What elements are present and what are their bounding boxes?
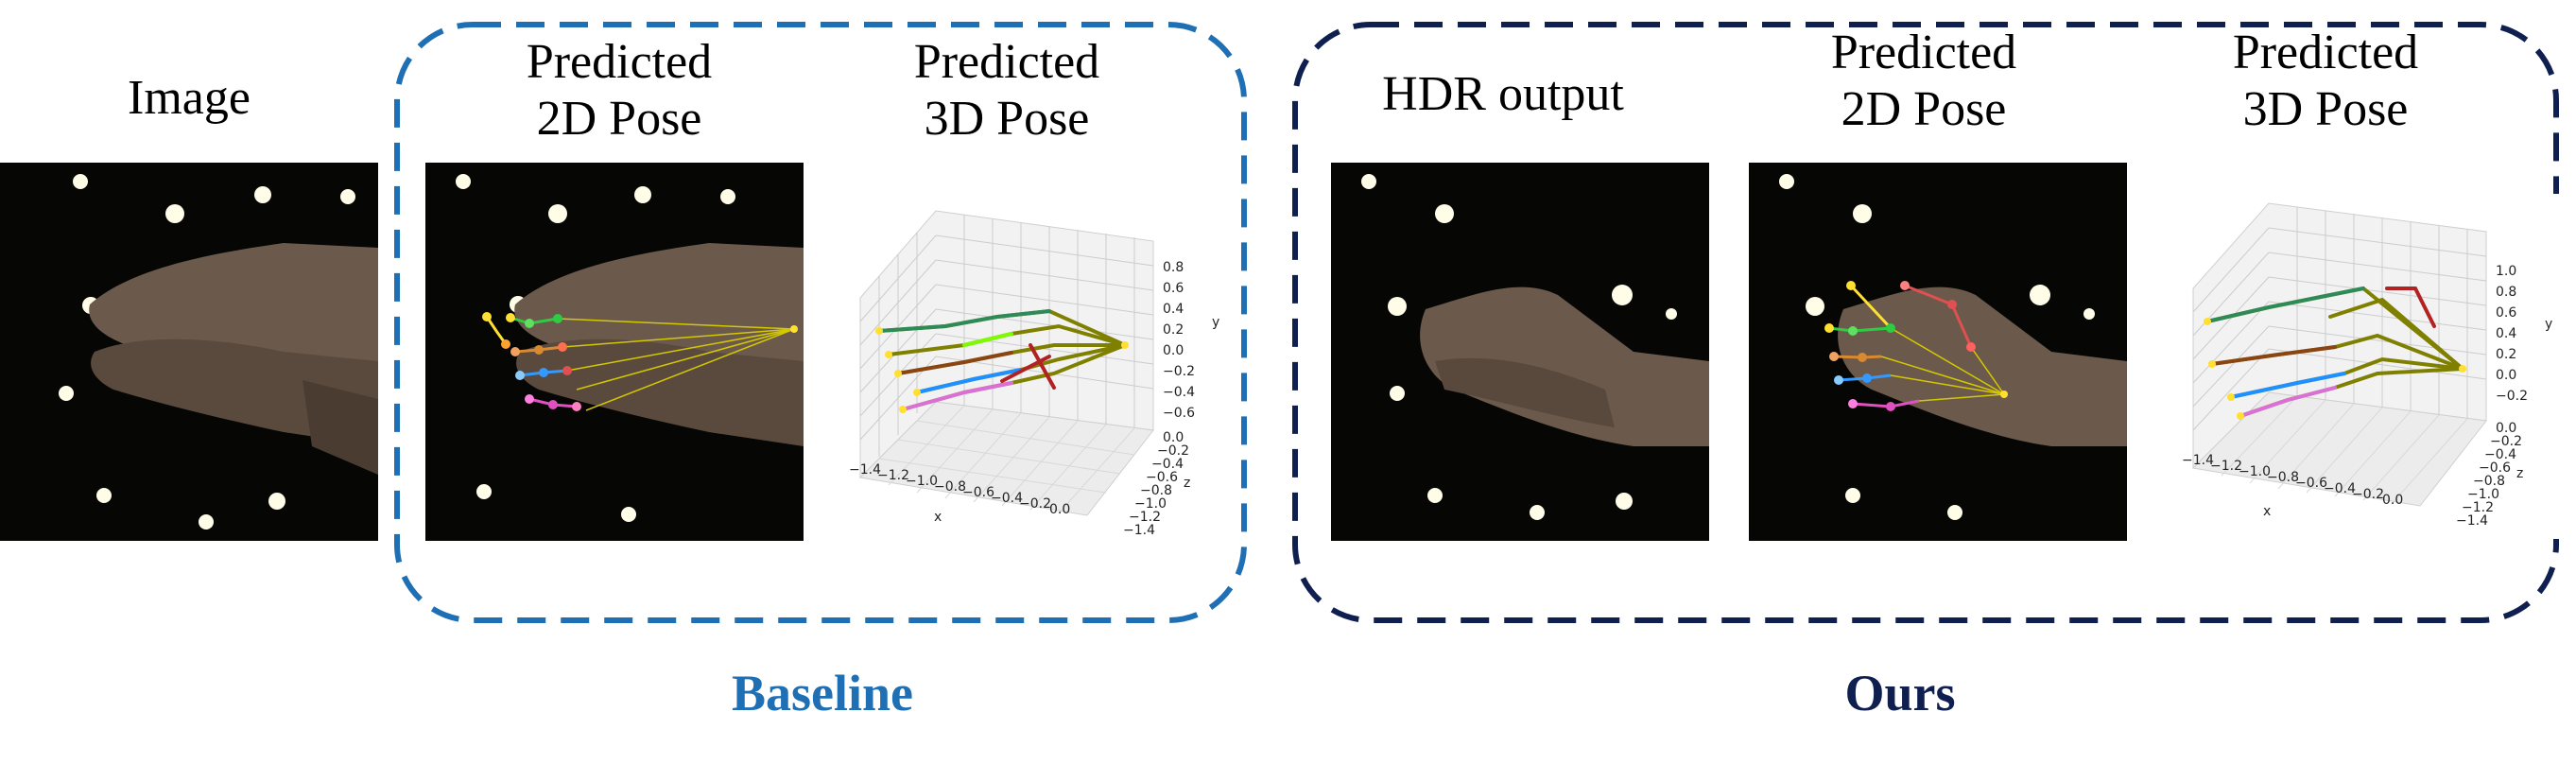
title-ours-2d: Predicted 2D Pose [1830,26,2017,136]
svg-text:0.4: 0.4 [1163,302,1184,317]
svg-text:0.6: 0.6 [2496,305,2516,321]
svg-text:−0.8: −0.8 [2267,470,2299,485]
svg-text:1.0: 1.0 [2496,264,2516,279]
svg-text:−1.0: −1.0 [906,474,938,489]
svg-text:−0.8: −0.8 [2473,474,2505,489]
svg-text:0.8: 0.8 [2496,285,2516,300]
svg-text:0.0: 0.0 [1163,430,1184,445]
svg-text:−0.2: −0.2 [1157,443,1189,459]
svg-text:−1.2: −1.2 [2462,500,2494,515]
svg-text:−0.6: −0.6 [962,485,994,500]
input-image-panel [0,163,378,541]
baseline-3d-plot: 0.8 0.6 0.4 0.2 0.0 −0.2 −0.4 −0.6 y 0.0… [832,194,1229,539]
svg-text:0.4: 0.4 [2496,326,2516,341]
svg-text:0.0: 0.0 [1163,343,1184,358]
svg-text:−1.4: −1.4 [849,462,881,478]
title-image: Image [128,71,251,125]
svg-text:−1.2: −1.2 [877,468,909,483]
svg-text:−0.6: −0.6 [2479,460,2511,476]
svg-text:y: y [2545,317,2552,332]
title-ours-3d: Predicted 3D Pose [2232,26,2419,136]
baseline-group-label: Baseline [731,665,913,721]
svg-text:−1.0: −1.0 [2467,487,2499,502]
svg-text:0.2: 0.2 [2496,347,2516,362]
svg-text:−0.4: −0.4 [2484,447,2516,462]
svg-text:0.0: 0.0 [2496,368,2516,383]
svg-text:0.0: 0.0 [2382,493,2403,508]
ours-2d-pose-panel [1749,163,2127,541]
svg-text:−0.4: −0.4 [1163,385,1195,400]
hdr-output-panel [1331,163,1709,541]
title-baseline-2d: Predicted 2D Pose [526,35,713,146]
svg-text:−1.2: −1.2 [1129,510,1161,525]
svg-text:−1.0: −1.0 [2239,464,2271,479]
svg-text:0.0: 0.0 [1049,502,1070,517]
ours-3d-plot: 1.0 0.8 0.6 0.4 0.2 0.0 −0.2 y 0.0 −0.2 … [2165,194,2562,539]
svg-text:−1.2: −1.2 [2210,459,2242,474]
svg-text:−1.4: −1.4 [2182,453,2214,468]
title-baseline-3d: Predicted 3D Pose [913,35,1100,146]
svg-text:x: x [934,510,942,525]
svg-text:−0.8: −0.8 [1140,483,1172,498]
svg-text:−1.0: −1.0 [1134,496,1167,512]
title-hdr: HDR output [1382,67,1624,121]
svg-text:−0.4: −0.4 [991,491,1023,506]
svg-text:−0.8: −0.8 [934,479,966,495]
svg-text:0.2: 0.2 [1163,322,1184,338]
svg-text:−0.2: −0.2 [1163,364,1195,379]
svg-text:−0.6: −0.6 [1163,406,1195,421]
svg-text:−0.6: −0.6 [2295,476,2327,491]
svg-text:0.8: 0.8 [1163,260,1184,275]
svg-text:−1.4: −1.4 [2456,513,2488,529]
svg-text:−0.2: −0.2 [1019,496,1051,512]
svg-text:z: z [2516,466,2523,481]
svg-text:−0.6: −0.6 [1146,470,1178,485]
svg-text:0.6: 0.6 [1163,281,1184,296]
svg-text:−0.4: −0.4 [1151,457,1184,472]
svg-text:x: x [2263,504,2271,519]
svg-text:−1.4: −1.4 [1123,523,1155,538]
svg-text:y: y [1212,315,1219,330]
svg-text:0.0: 0.0 [2496,421,2516,436]
ours-group-label: Ours [1844,665,1956,721]
svg-text:−0.4: −0.4 [2324,481,2356,496]
svg-text:z: z [1184,476,1190,491]
baseline-2d-pose-panel [425,163,804,541]
svg-text:−0.2: −0.2 [2490,434,2522,449]
svg-text:−0.2: −0.2 [2496,389,2528,404]
svg-text:−0.2: −0.2 [2352,487,2384,502]
